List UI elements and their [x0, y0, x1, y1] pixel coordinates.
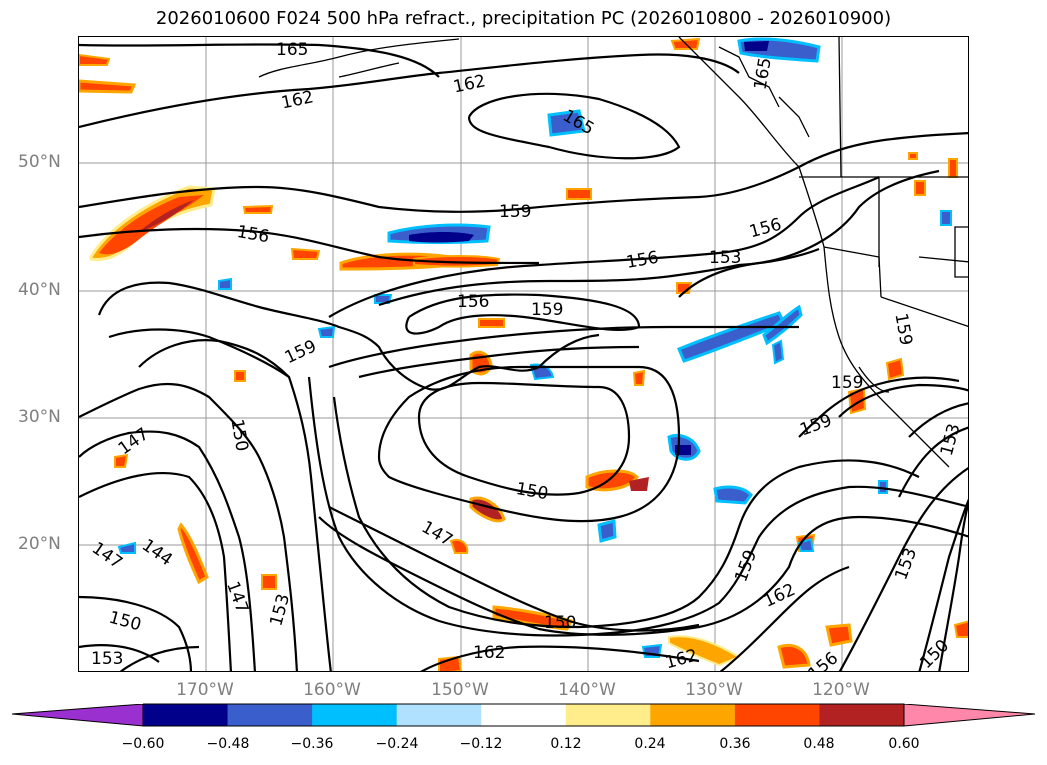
- colorbar-tick: 0.24: [634, 736, 666, 752]
- contour-label: 159: [531, 300, 563, 320]
- contour-label: 165: [276, 40, 308, 60]
- colorbar-segment: [481, 704, 567, 726]
- colorbar-tick: 0.60: [888, 736, 920, 752]
- lon-label-150w: 150°W: [431, 680, 489, 700]
- lon-label-120w: 120°W: [812, 680, 870, 700]
- contour-label: 153: [91, 649, 123, 669]
- contour-label: 153: [709, 248, 741, 268]
- colorbar-segment: [312, 704, 398, 726]
- colorbar-segment: [565, 704, 651, 726]
- colorbar-segment: [396, 704, 482, 726]
- contour-label: 162: [473, 643, 505, 663]
- colorbar-tick: 0.12: [550, 736, 582, 752]
- contour-label: 165: [750, 56, 775, 91]
- graticule: [79, 37, 968, 671]
- contour-label: 159: [731, 547, 761, 584]
- contour-labels: 165 162 162 165 165 159 156 156 156 153 …: [88, 40, 965, 672]
- contour-label: 162: [663, 646, 700, 672]
- colorbar-tick: −0.24: [375, 736, 419, 752]
- lat-label-50n: 50°N: [18, 152, 61, 172]
- contour-label: 150: [226, 418, 251, 453]
- contour-label: 159: [797, 411, 834, 441]
- lat-label-40n: 40°N: [18, 280, 61, 300]
- contour-label: 159: [282, 336, 320, 368]
- contour-label: 156: [625, 248, 660, 273]
- colorbar-extend-min: [12, 704, 143, 726]
- colorbar-tick: −0.12: [459, 736, 503, 752]
- colorbar-tick: 0.36: [719, 736, 751, 752]
- contour-label: 147: [88, 538, 126, 573]
- precip-negative-areas: [117, 37, 952, 658]
- lon-label-170w: 170°W: [176, 680, 234, 700]
- colorbar-tick: −0.60: [121, 736, 165, 752]
- contour-label: 147: [115, 424, 153, 459]
- contour-label: 153: [266, 592, 294, 629]
- precip-positive-areas: [79, 37, 968, 671]
- colorbar-tick: −0.36: [290, 736, 334, 752]
- contour-label: 147: [418, 517, 456, 551]
- contour-label: 159: [499, 202, 531, 222]
- contour-label: 153: [891, 545, 921, 582]
- contour-lines: [79, 43, 968, 671]
- contour-label: 156: [457, 292, 489, 312]
- colorbar-segment: [143, 704, 229, 726]
- colorbar: [11, 703, 1036, 727]
- map-plot-area: 165 162 162 165 165 159 156 156 156 153 …: [78, 36, 969, 672]
- contour-label: 150: [544, 613, 576, 633]
- colorbar-tick: −0.48: [206, 736, 250, 752]
- colorbar-tick: 0.48: [803, 736, 835, 752]
- colorbar-segment: [650, 704, 736, 726]
- lat-label-20n: 20°N: [18, 534, 61, 554]
- contour-label: 156: [747, 215, 784, 243]
- lon-label-160w: 160°W: [303, 680, 361, 700]
- colorbar-segment: [734, 704, 820, 726]
- contour-label: 162: [761, 580, 799, 612]
- lon-label-130w: 130°W: [685, 680, 743, 700]
- colorbar-segment: [819, 704, 905, 726]
- colorbar-segment: [227, 704, 313, 726]
- lon-label-140w: 140°W: [558, 680, 616, 700]
- contour-label: 159: [890, 312, 915, 347]
- colorbar-segments: [12, 704, 1035, 726]
- contour-label: 159: [831, 373, 863, 393]
- contour-label: 156: [235, 222, 270, 247]
- contour-label: 150: [514, 479, 549, 504]
- map-svg: 165 162 162 165 165 159 156 156 156 153 …: [79, 37, 968, 672]
- contour-label: 162: [452, 71, 488, 97]
- contour-label: 153: [937, 422, 965, 459]
- lat-label-30n: 30°N: [18, 407, 61, 427]
- contour-label: 150: [107, 608, 144, 636]
- contour-label: 144: [138, 535, 176, 570]
- map-title: 2026010600 F024 500 hPa refract., precip…: [155, 8, 892, 29]
- contour-label: 156: [804, 648, 842, 672]
- colorbar-extend-max: [904, 704, 1035, 726]
